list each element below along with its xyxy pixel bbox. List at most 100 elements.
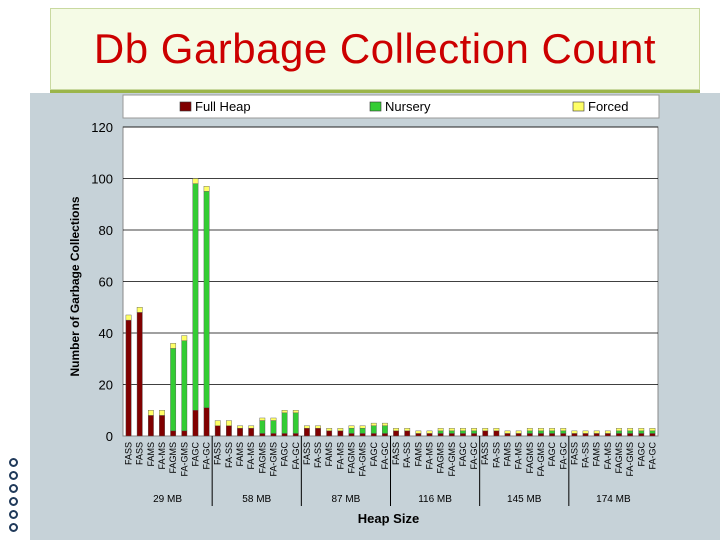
bullet-dot-icon [9, 497, 18, 506]
x-tick-label: FAGC [190, 442, 200, 467]
x-tick-label: FA-GMS [625, 442, 635, 477]
bar-segment-forced [326, 428, 333, 432]
bar-segment-nursery [437, 430, 444, 434]
bar-segment-full-heap [437, 433, 444, 437]
x-tick-label: FA-GC [380, 442, 390, 470]
bar-segment-full-heap [593, 433, 600, 437]
bar-segment-nursery [526, 430, 533, 434]
x-tick-label: FA-GC [647, 442, 657, 470]
x-tick-label: FASS [569, 442, 579, 465]
bar-segment-forced [538, 428, 544, 432]
bar-segment-forced [226, 420, 232, 426]
bar-segment-full-heap [493, 430, 500, 437]
bar-segment-nursery [259, 420, 266, 434]
x-tick-label: FA-MS [425, 442, 435, 470]
bar-segment-full-heap [526, 433, 533, 437]
bar-segment-forced [203, 186, 210, 192]
bar-segment-forced [415, 430, 422, 434]
bar-segment-full-heap [393, 430, 399, 437]
bar-segment-nursery [649, 430, 656, 434]
bar-segment-nursery [616, 430, 622, 434]
x-tick-label: FASS [302, 442, 312, 465]
bar-segment-full-heap [248, 428, 255, 437]
bar-segment-forced [237, 425, 243, 429]
bar-segment-full-heap [370, 433, 377, 437]
group-label: 87 MB [331, 494, 360, 505]
bar-segment-nursery [181, 340, 188, 432]
bar-segment-nursery [471, 430, 477, 434]
bar-segment-forced [192, 178, 199, 184]
bar-segment-nursery [170, 348, 177, 432]
bar-segment-full-heap [482, 430, 489, 437]
bar-segment-full-heap [281, 433, 288, 437]
bar-segment-full-heap [649, 433, 656, 437]
group-label: 58 MB [242, 494, 271, 505]
x-tick-label: FA-GC [558, 442, 568, 470]
x-tick-label: FAGC [547, 442, 557, 467]
bar-segment-forced [393, 428, 399, 432]
bar-segment-forced [560, 428, 567, 432]
x-tick-label: FA-GMS [358, 442, 368, 477]
x-tick-label: FAMS [146, 442, 156, 467]
bar-segment-nursery [192, 183, 199, 411]
bar-segment-forced [248, 425, 255, 429]
bullet-dot-icon [9, 510, 18, 519]
bar-segment-full-heap [426, 433, 433, 437]
bar-segment-nursery [370, 425, 377, 434]
bar-segment-forced [304, 425, 310, 429]
chart-area: 0 20 40 60 80 100 120 FASS FASS FAMS FA-MS FAGMS FA… [30, 93, 720, 540]
bar-segment-forced [292, 410, 299, 414]
group-label: 174 MB [596, 494, 631, 505]
bar-segment-nursery [281, 412, 288, 434]
bar-segment-nursery [203, 191, 210, 408]
x-tick-label: FA-GC [291, 442, 301, 470]
bars [125, 178, 656, 437]
legend-box [122, 94, 660, 119]
bar-segment-full-heap [214, 425, 221, 437]
bar-segment-full-heap [348, 433, 355, 437]
x-tick-label: FAMS [592, 442, 602, 467]
bar-segment-full-heap [337, 430, 344, 437]
x-tick-label: FA-GC [202, 442, 212, 470]
x-tick-label: FAGMS [346, 442, 356, 474]
group-label: 29 MB [153, 494, 182, 505]
bar-segment-full-heap [125, 319, 132, 437]
legend-entry: Nursery [385, 99, 431, 114]
bar-segment-full-heap [203, 407, 210, 437]
slide-title-box: Db Garbage Collection Count [50, 8, 700, 90]
gridlines [123, 126, 658, 385]
y-tick-labels: 0 20 40 60 80 100 120 [91, 120, 113, 444]
bar-segment-nursery [382, 425, 388, 434]
bar-segment-forced [616, 428, 622, 432]
x-tick-label: FA-SS [491, 442, 501, 468]
legend-entry: Forced [588, 99, 628, 114]
bar-segment-full-heap [571, 433, 578, 437]
bar-segment-full-heap [582, 433, 589, 437]
bar-segment-forced [582, 430, 589, 434]
bar-segment-forced [426, 430, 433, 434]
x-tick-label: FASS [391, 442, 401, 465]
bar-segment-forced [604, 430, 611, 434]
bar-segment-full-heap [359, 433, 366, 437]
bar-segment-full-heap [226, 425, 232, 437]
bar-segment-full-heap [315, 428, 321, 437]
bullet-dot-icon [9, 484, 18, 493]
x-tick-label: FAMS [413, 442, 423, 467]
bar-segment-forced [259, 417, 266, 421]
bar-segment-forced [493, 428, 500, 432]
bar-segment-nursery [292, 412, 299, 434]
bar-segment-full-heap [515, 433, 522, 437]
x-tick-label: FA-SS [313, 442, 323, 468]
bar-segment-forced [482, 428, 489, 432]
legend-swatch [572, 101, 585, 112]
group-label: 145 MB [507, 494, 542, 505]
bar-segment-forced [359, 425, 366, 429]
bar-segment-forced [627, 428, 634, 432]
bar-segment-nursery [538, 430, 544, 434]
x-tick-label: FAGC [458, 442, 468, 467]
bar-segment-forced [270, 417, 277, 421]
bar-segment-full-heap [560, 433, 567, 437]
bar-segment-full-heap [538, 433, 544, 437]
bar-segment-full-heap [604, 433, 611, 437]
x-tick-label: FAGMS [525, 442, 535, 474]
